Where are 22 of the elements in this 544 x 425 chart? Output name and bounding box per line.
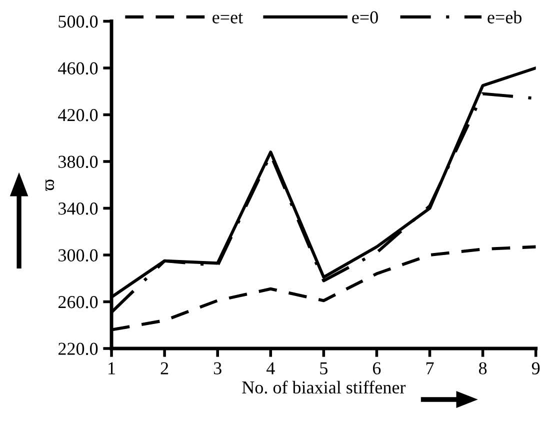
legend-label: e=et: [212, 13, 243, 24]
x-tick-label: 6: [372, 362, 381, 374]
y-tick-label: 420.0: [58, 109, 98, 122]
x-tick-label: 4: [266, 362, 275, 374]
y-tick-label: 300.0: [58, 249, 98, 262]
y-tick-label: 340.0: [58, 202, 98, 215]
x-tick-label: 5: [320, 362, 328, 374]
y-tick-label: 460.0: [58, 62, 98, 75]
y-tick-label: 260.0: [58, 296, 98, 308]
y-tick-label: 500.0: [58, 16, 98, 28]
x-tick-label: 9: [532, 362, 540, 374]
y-tick-label: 220.0: [58, 342, 98, 356]
x-tick-label: 8: [478, 362, 487, 374]
x-tick-label: 7: [426, 362, 434, 374]
x-tick-label: 2: [160, 362, 168, 374]
x-tick-label: 1: [108, 362, 115, 374]
x-axis-title: No. of biaxial stiffener: [242, 380, 406, 394]
x-tick-label: 3: [214, 362, 222, 374]
y-tick-label: 380.0: [58, 156, 98, 168]
y-axis-title: ϖ: [46, 180, 54, 191]
legend-label: e=0: [352, 11, 378, 24]
legend-label: e=eb: [488, 10, 522, 24]
